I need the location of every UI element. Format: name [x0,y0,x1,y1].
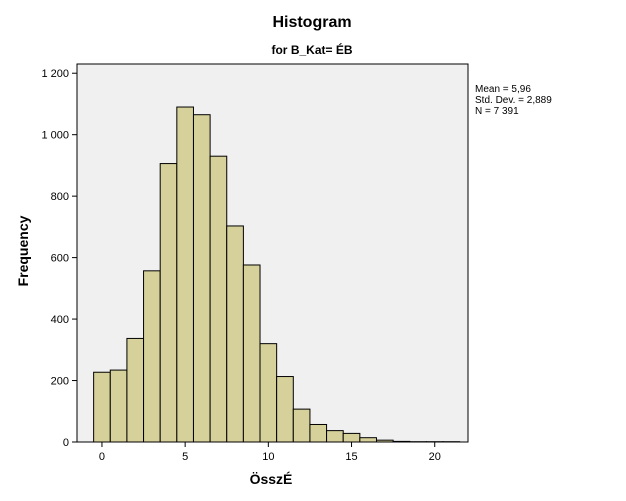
histogram-bar-3 [143,270,161,443]
chart-subtitle: for B_Kat= ÉB [271,42,352,57]
histogram-bar-9 [242,264,261,443]
histogram-bar-6 [192,114,211,443]
histogram-bar-8 [226,225,244,443]
statistics-box: Mean = 5,96 Std. Dev. = 2,889 N = 7 391 [475,84,552,117]
histogram-bar-14 [326,430,344,443]
histogram-bars [93,106,461,443]
histogram-bar-18 [392,440,411,443]
stat-std-dev: Std. Dev. = 2,889 [475,95,552,106]
histogram-bar-7 [209,155,228,443]
histogram-bar-0 [93,371,111,443]
y-tick-label: 800 [51,191,69,203]
histogram-bar-12 [292,408,311,443]
histogram-bar-11 [276,376,294,443]
y-tick-label: 0 [63,437,69,449]
x-tick-label: 15 [345,451,357,463]
histogram-bar-10 [259,343,278,443]
y-tick-label: 200 [51,376,69,388]
histogram-bar-15 [342,432,361,443]
y-tick-label: 400 [51,314,69,326]
y-tick-label: 1 000 [41,130,69,142]
histogram-bar-5 [176,106,194,443]
histogram-bar-4 [159,163,178,443]
histogram-bar-1 [109,369,128,443]
x-tick-label: 20 [429,451,441,463]
stat-mean: Mean = 5,96 [475,84,531,95]
chart-title: Histogram [272,14,351,31]
x-tick-label: 0 [99,451,105,463]
histogram-bar-16 [359,437,377,443]
histogram-bar-17 [375,439,394,443]
y-tick-label: 1 200 [41,68,69,80]
stat-n: N = 7 391 [475,106,519,117]
x-tick-label: 5 [182,451,188,463]
x-tick-label: 10 [262,451,274,463]
y-axis: 0 200 400 600 800 1 000 1 200 [41,68,77,449]
histogram-bar-13 [309,423,328,443]
x-axis-label: ÖsszÉ [250,471,293,487]
histogram-bar-2 [126,337,145,443]
x-axis: 0 5 10 15 20 [99,442,441,463]
y-axis-label: Frequency [15,215,31,286]
y-tick-label: 600 [51,253,69,265]
